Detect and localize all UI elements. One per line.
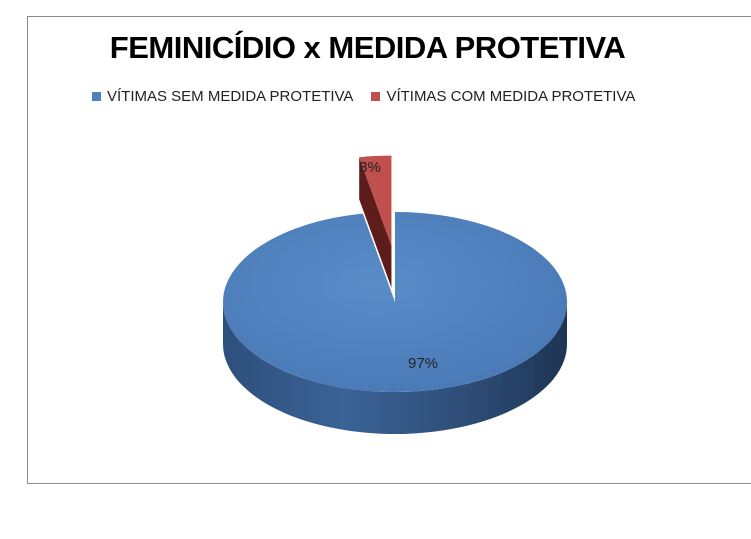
legend-label-sem: VÍTIMAS SEM MEDIDA PROTETIVA xyxy=(107,88,354,105)
pie-slice-sem xyxy=(223,212,568,393)
legend-swatch-com xyxy=(371,92,381,101)
slice-label-com: 3% xyxy=(359,159,381,176)
chart-legend: VÍTIMAS SEM MEDIDA PROTETIVA VÍTIMAS COM… xyxy=(92,88,653,105)
pie-slice-com-wall xyxy=(359,157,392,288)
legend-swatch-sem xyxy=(92,92,101,101)
legend-label-com: VÍTIMAS COM MEDIDA PROTETIVA xyxy=(386,88,636,105)
legend-item-com: VÍTIMAS COM MEDIDA PROTETIVA xyxy=(371,88,635,105)
pie-slice-com xyxy=(359,155,392,246)
chart-title: FEMINICÍDIO x MEDIDA PROTETIVA xyxy=(109,30,626,65)
pie-slice-sem-side xyxy=(223,302,567,434)
slice-label-sem: 97% xyxy=(408,355,438,372)
legend-item-sem: VÍTIMAS SEM MEDIDA PROTETIVA xyxy=(92,88,353,105)
